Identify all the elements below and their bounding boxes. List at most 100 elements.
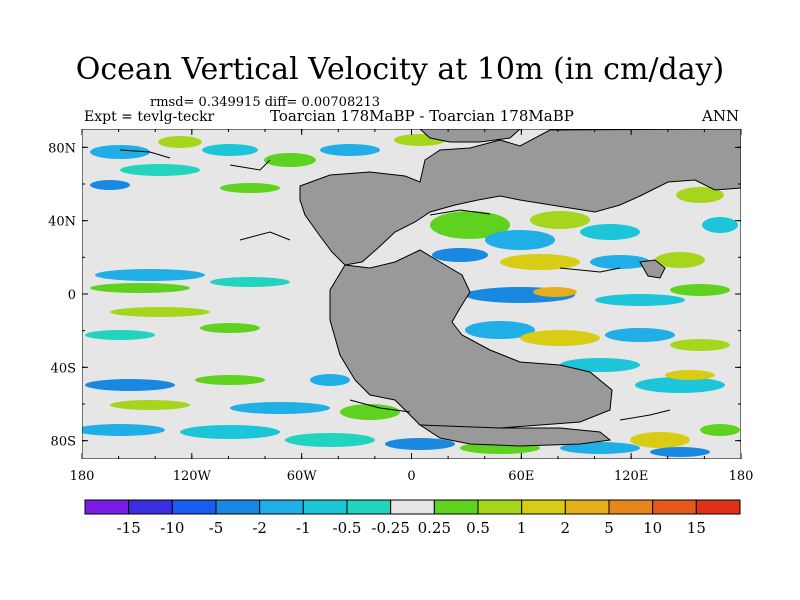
colorbar-swatch bbox=[521, 499, 566, 515]
colorbar bbox=[84, 499, 741, 515]
southern-land bbox=[418, 424, 612, 447]
anomaly-patch bbox=[560, 358, 640, 372]
colorbar-swatch bbox=[695, 499, 741, 515]
colorbar-label: 2 bbox=[561, 519, 571, 537]
anomaly-patch bbox=[655, 252, 705, 268]
map-plot-area bbox=[82, 129, 741, 459]
lat-tick-label: 0 bbox=[68, 288, 76, 303]
coast-line bbox=[349, 399, 411, 413]
anomaly-patch bbox=[530, 211, 590, 229]
arctic-land bbox=[419, 129, 521, 143]
lon-tick-label: 60W bbox=[287, 469, 318, 484]
season-label: ANN bbox=[702, 107, 740, 125]
colorbar-swatch bbox=[390, 499, 435, 515]
case-label: Toarcian 178MaBP - Toarcian 178MaBP bbox=[270, 107, 574, 125]
coast-line bbox=[429, 209, 491, 216]
colorbar-swatch bbox=[215, 499, 261, 515]
anomaly-patch bbox=[605, 328, 675, 342]
coast-line bbox=[229, 159, 271, 171]
coast-line bbox=[619, 409, 671, 421]
coast-line bbox=[559, 267, 621, 273]
anomaly-patch bbox=[665, 370, 715, 380]
anomaly-patch bbox=[90, 145, 150, 159]
anomaly-patch bbox=[580, 224, 640, 240]
lat-tick-label: 80S bbox=[51, 435, 76, 450]
anomaly-patch bbox=[264, 153, 316, 167]
lat-tick-label: 40N bbox=[48, 215, 76, 230]
anomaly-patch bbox=[90, 283, 190, 293]
experiment-label: Expt = tevlg-teckr bbox=[84, 109, 215, 125]
anomaly-patch bbox=[202, 144, 258, 156]
longitude-labels: 180 120W 60W 0 60E 120E 180 bbox=[70, 469, 754, 484]
latitude-labels: 80N 40N 0 40S 80S bbox=[48, 141, 76, 449]
colorbar-swatch bbox=[608, 499, 654, 515]
colorbar-label: -2 bbox=[252, 519, 267, 537]
figure-title: Ocean Vertical Velocity at 10m (in cm/da… bbox=[75, 52, 725, 87]
colorbar-swatch bbox=[346, 499, 392, 515]
anomaly-patch bbox=[320, 144, 380, 156]
colorbar-label: -5 bbox=[209, 519, 224, 537]
stats-label: rmsd= 0.349915 diff= 0.00708213 bbox=[150, 95, 381, 110]
velocity-anomaly-field bbox=[82, 134, 740, 457]
colorbar-swatch bbox=[259, 499, 304, 515]
colorbar-label: -15 bbox=[117, 519, 141, 537]
anomaly-patch bbox=[340, 404, 400, 420]
colorbar-label: -10 bbox=[160, 519, 184, 537]
anomaly-patch bbox=[432, 248, 488, 262]
lon-tick-label: 180 bbox=[729, 469, 754, 484]
anomaly-patch bbox=[200, 323, 260, 333]
anomaly-patch bbox=[95, 269, 205, 281]
colorbar-label: -0.5 bbox=[333, 519, 362, 537]
laurasia bbox=[299, 129, 741, 266]
anomaly-patch bbox=[285, 433, 375, 447]
colorbar-label: 1 bbox=[517, 519, 527, 537]
anomaly-patch bbox=[500, 254, 580, 270]
eastern-island bbox=[639, 259, 666, 279]
anomaly-patch bbox=[230, 402, 330, 414]
anomaly-patch bbox=[560, 442, 640, 454]
coastline-contours bbox=[119, 149, 671, 421]
anomaly-patch bbox=[590, 255, 650, 269]
anomaly-patch bbox=[85, 379, 175, 391]
landmasses bbox=[299, 129, 741, 447]
anomaly-patch bbox=[220, 183, 280, 193]
colorbar-swatch bbox=[477, 499, 523, 515]
colorbar-labels: -15 -10 -5 -2 -1 -0.5 -0.25 0.25 0.5 1 2 5 10 15 bbox=[117, 519, 706, 537]
colorbar-swatch bbox=[128, 499, 173, 515]
anomaly-patch bbox=[158, 136, 202, 148]
lon-tick-label: 0 bbox=[407, 469, 415, 484]
anomaly-patch bbox=[465, 321, 535, 339]
anomaly-patch bbox=[670, 284, 730, 296]
anomaly-patch bbox=[310, 374, 350, 386]
gondwana bbox=[329, 249, 613, 429]
axis-ticks bbox=[81, 129, 742, 459]
anomaly-patch bbox=[702, 217, 738, 233]
colorbar-label: 0.25 bbox=[418, 519, 451, 537]
colorbar-label: 5 bbox=[604, 519, 614, 537]
anomaly-patch bbox=[595, 294, 685, 306]
lon-tick-label: 180 bbox=[70, 469, 95, 484]
anomaly-patch bbox=[90, 180, 130, 190]
coast-line bbox=[239, 231, 291, 241]
anomaly-patch bbox=[210, 277, 290, 287]
anomaly-patch bbox=[520, 330, 600, 346]
colorbar-swatch bbox=[652, 499, 697, 515]
coast-line bbox=[119, 149, 171, 159]
anomaly-patch bbox=[120, 164, 200, 176]
lat-tick-label: 80N bbox=[48, 141, 76, 156]
anomaly-patch bbox=[700, 424, 740, 436]
colorbar-swatch bbox=[302, 499, 348, 515]
anomaly-patch bbox=[670, 339, 730, 351]
anomaly-patch bbox=[85, 330, 155, 340]
anomaly-patch bbox=[485, 230, 555, 250]
anomaly-patch bbox=[110, 400, 190, 410]
lon-tick-label: 120W bbox=[173, 469, 212, 484]
colorbar-label: 0.5 bbox=[466, 519, 490, 537]
colorbar-label: 15 bbox=[687, 519, 706, 537]
colorbar-swatch bbox=[564, 499, 610, 515]
anomaly-patch bbox=[650, 447, 710, 457]
lon-tick-label: 60E bbox=[508, 469, 534, 484]
colorbar-swatch bbox=[171, 499, 217, 515]
colorbar-label: -1 bbox=[296, 519, 311, 537]
